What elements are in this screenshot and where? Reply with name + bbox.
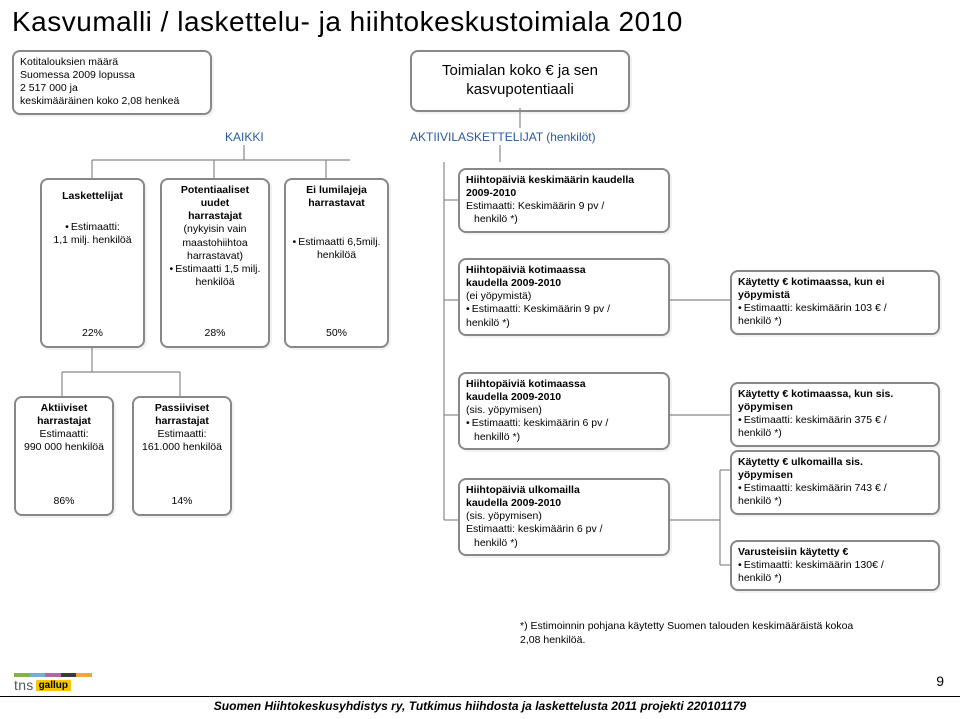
- page-title: Kasvumalli / laskettelu- ja hiihtokeskus…: [12, 6, 683, 38]
- l: kaudella 2009-2010: [466, 277, 662, 290]
- l: henkillö *): [466, 431, 662, 444]
- l: 2 517 000 ja: [20, 82, 204, 95]
- l: Kotitalouksien määrä: [20, 56, 204, 69]
- l: harrastavat: [292, 197, 381, 210]
- l: Suomessa 2009 lopussa: [20, 69, 204, 82]
- l: (ei yöpymistä): [466, 290, 662, 303]
- t: Laskettelijat: [48, 190, 137, 203]
- l: Estimaatti: keskimäärin 6 pv /: [466, 523, 662, 536]
- l: Potentiaaliset: [168, 184, 262, 197]
- r3-box: Hiihtopäiviä kotimaassa kaudella 2009-20…: [458, 372, 670, 450]
- l: yöpymistä: [738, 289, 932, 302]
- l: Käytetty € kotimaassa, kun sis.: [738, 388, 932, 401]
- l: *) Estimoinnin pohjana käytetty Suomen t…: [520, 620, 853, 634]
- l: 161.000 henkilöä: [140, 441, 224, 454]
- l: henkilö *): [466, 317, 662, 330]
- l: Estimaatti: keskimäärin 130€ /: [738, 559, 932, 572]
- l: 2,08 henkilöä.: [520, 634, 853, 648]
- l: Käytetty € kotimaassa, kun ei: [738, 276, 932, 289]
- l: kaudella 2009-2010: [466, 391, 662, 404]
- pct: 50%: [286, 327, 387, 340]
- s1-box: Käytetty € kotimaassa, kun ei yöpymistä …: [730, 270, 940, 335]
- l: Hiihtopäiviä ulkomailla: [466, 484, 662, 497]
- logo-gallup: gallup: [36, 680, 71, 691]
- l: Estimaatti: keskimäärin 103 € /: [738, 302, 932, 315]
- l: (sis. yöpymisen): [466, 404, 662, 417]
- est2: henkilöä: [168, 276, 262, 289]
- bar: [61, 673, 77, 677]
- l: (nykyisin vain: [168, 223, 262, 236]
- est: Estimaatti 6,5milj.: [292, 236, 381, 249]
- l: Estimaatti: keskimäärin 375 € /: [738, 414, 932, 427]
- passiiviset-box: Passiiviset harrastajat Estimaatti: 161.…: [132, 396, 232, 516]
- l: kasvupotentiaali: [422, 81, 618, 100]
- households-box: Kotitalouksien määrä Suomessa 2009 lopus…: [12, 50, 212, 115]
- l: harrastajat: [140, 415, 224, 428]
- l: Varusteisiin käytetty €: [738, 546, 932, 559]
- est: Estimaatti 1,5 milj.: [168, 263, 262, 276]
- l: yöpymisen: [738, 401, 932, 414]
- r2-box: Hiihtopäiviä kotimaassa kaudella 2009-20…: [458, 258, 670, 336]
- footer-text: Suomen Hiihtokeskusyhdistys ry, Tutkimus…: [0, 699, 960, 713]
- s3-box: Käytetty € ulkomailla sis. yöpymisen Est…: [730, 450, 940, 515]
- l: uudet: [168, 197, 262, 210]
- tns-gallup-logo: tns gallup: [14, 673, 92, 693]
- l: Estimaatti: keskimäärin 6 pv /: [466, 417, 662, 430]
- l: Estimaatti: keskimäärin 743 € /: [738, 482, 932, 495]
- l: Passiiviset: [140, 402, 224, 415]
- l: Estimaatti: Keskimäärin 9 pv /: [466, 200, 662, 213]
- l: Estimaatti: Keskimäärin 9 pv /: [466, 303, 662, 316]
- logo-tns: tns: [14, 677, 34, 693]
- l: Ei lumilajeja: [292, 184, 381, 197]
- s4-box: Varusteisiin käytetty € Estimaatti: kesk…: [730, 540, 940, 591]
- l: harrastajat: [22, 415, 106, 428]
- l: henkilö *): [738, 315, 932, 328]
- l: henkilö *): [738, 427, 932, 440]
- footer-separator: [0, 696, 960, 697]
- l: Käytetty € ulkomailla sis.: [738, 456, 932, 469]
- est: Estimaatti:: [48, 221, 137, 234]
- l: Toimialan koko € ja sen: [422, 62, 618, 81]
- l: Estimaatti:: [140, 428, 224, 441]
- footnote: *) Estimoinnin pohjana käytetty Suomen t…: [520, 620, 853, 647]
- s2-box: Käytetty € kotimaassa, kun sis. yöpymise…: [730, 382, 940, 447]
- l: henkilö *): [466, 537, 662, 550]
- l: Aktiiviset: [22, 402, 106, 415]
- bar: [45, 673, 61, 677]
- l: keskimääräinen koko 2,08 henkeä: [20, 95, 204, 108]
- l: kaudella 2009-2010: [466, 497, 662, 510]
- est2: henkilöä: [292, 249, 381, 262]
- l: harrastajat: [168, 210, 262, 223]
- pct: 14%: [134, 495, 230, 508]
- pct: 22%: [42, 327, 143, 340]
- l: Hiihtopäiviä kotimaassa: [466, 264, 662, 277]
- pct: 86%: [16, 495, 112, 508]
- page-number: 9: [936, 673, 944, 689]
- aktiiviset-box: Aktiiviset harrastajat Estimaatti: 990 0…: [14, 396, 114, 516]
- industry-box: Toimialan koko € ja sen kasvupotentiaali: [410, 50, 630, 112]
- pct: 28%: [162, 327, 268, 340]
- l: maastohiihtoa: [168, 237, 262, 250]
- l: Estimaatti:: [22, 428, 106, 441]
- potentiaaliset-box: Potentiaaliset uudet harrastajat (nykyis…: [160, 178, 270, 348]
- l: Hiihtopäiviä keskimäärin kaudella: [466, 174, 662, 187]
- est2: 1,1 milj. henkilöä: [48, 234, 137, 247]
- l: henkilö *): [466, 213, 662, 226]
- l: henkilö *): [738, 495, 932, 508]
- aktiivi-label: AKTIIVILASKETTELIJAT (henkilöt): [410, 130, 596, 144]
- r4-box: Hiihtopäiviä ulkomailla kaudella 2009-20…: [458, 478, 670, 556]
- l: 2009-2010: [466, 187, 662, 200]
- l: harrastavat): [168, 250, 262, 263]
- laskettelijat-box: Laskettelijat Estimaatti: 1,1 milj. henk…: [40, 178, 145, 348]
- kaikki-label: KAIKKI: [225, 130, 264, 144]
- eilumilajeja-box: Ei lumilajeja harrastavat Estimaatti 6,5…: [284, 178, 389, 348]
- l: Hiihtopäiviä kotimaassa: [466, 378, 662, 391]
- l: (sis. yöpymisen): [466, 510, 662, 523]
- l: yöpymisen: [738, 469, 932, 482]
- l: henkilö *): [738, 572, 932, 585]
- bar: [76, 673, 92, 677]
- r1-box: Hiihtopäiviä keskimäärin kaudella 2009-2…: [458, 168, 670, 233]
- l: 990 000 henkilöä: [22, 441, 106, 454]
